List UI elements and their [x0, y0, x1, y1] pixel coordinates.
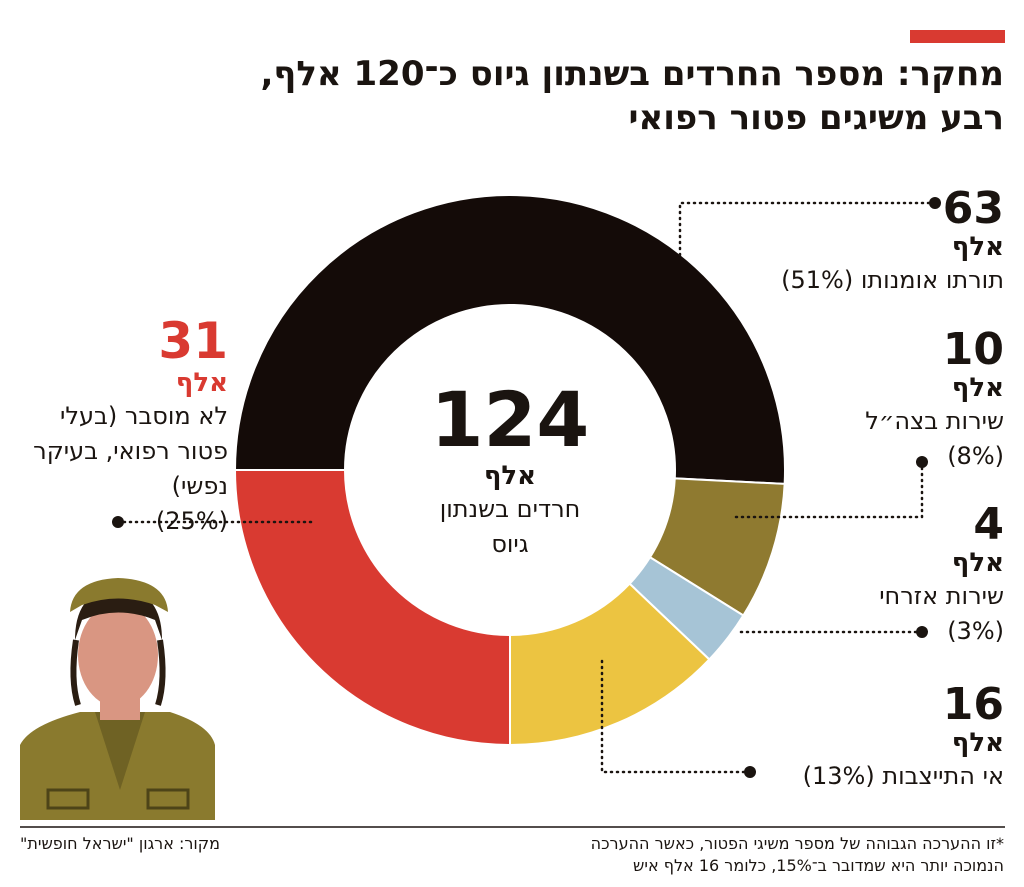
label-block: 4 אלף שירות אזרחי (3%) — [704, 503, 1004, 649]
center-label: 124 אלף חרדים בשנתון גיוס — [380, 380, 640, 562]
category-label: תורתו אומנותו — [860, 266, 1004, 294]
value-label: 10 — [942, 324, 1004, 375]
label-block: 16 אלף אי התייצבות (13%) — [704, 683, 1004, 794]
percent-label: (25%) — [155, 507, 228, 535]
label-block: 63 אלף תורתו אומנותו (51%) — [704, 187, 1004, 298]
unit-label: אלף — [951, 232, 1004, 262]
leader-dot — [916, 626, 928, 638]
footnote: *זו ההערכה הגבוהה של מספר משיגי הפטור, כ… — [591, 833, 1004, 877]
leader-line — [678, 201, 937, 257]
leader-dot — [744, 766, 756, 778]
category-label: אי התייצבות — [882, 762, 1004, 790]
leader-line — [600, 655, 752, 774]
soldier-illustration — [20, 578, 215, 820]
leader-dot — [112, 516, 124, 528]
footnote-line: הנמוכה יותר היא שמדובר ב־15%, כלומר 16 א… — [633, 856, 1004, 875]
unit-label: אלף — [175, 368, 228, 398]
unit-label: אלף — [951, 728, 1004, 758]
value-label: 16 — [942, 679, 1004, 730]
center-unit: אלף — [483, 461, 537, 491]
leaders — [116, 201, 937, 774]
label-block: 31 אלף לא מוסבר (בעלי פטור רפואי, בעיקר … — [18, 315, 228, 539]
title: מחקר: מספר החרדים בשנתון גיוס כ־120 אלף,… — [260, 52, 1004, 140]
value-label: 4 — [973, 499, 1004, 550]
leader-line — [733, 460, 924, 519]
value-label: 31 — [158, 312, 228, 370]
percent-label: (3%) — [947, 617, 1004, 645]
center-total: 124 — [430, 375, 590, 464]
center-text: חרדים בשנתון — [439, 495, 581, 523]
unit-label: אלף — [951, 548, 1004, 578]
unit-label: אלף — [951, 373, 1004, 403]
percent-label: (8%) — [947, 442, 1004, 470]
donut — [233, 194, 786, 747]
label-block: 10 אלף שירות בצה״ל (8%) — [704, 328, 1004, 474]
donut-segment — [233, 194, 786, 485]
accent-bar — [910, 30, 1005, 43]
footnote-line: *זו ההערכה הגבוהה של מספר משיגי הפטור, כ… — [590, 834, 1004, 853]
leader-dot — [929, 197, 941, 209]
donut-segment — [233, 469, 511, 747]
title-line: מחקר: מספר החרדים בשנתון גיוס כ־120 אלף, — [260, 54, 1004, 94]
percent-label: (51%) — [781, 266, 854, 294]
value-label: 63 — [942, 183, 1004, 234]
category-label: לא מוסבר (בעלי פטור רפואי, בעיקר נפשי) — [33, 402, 228, 500]
category-label: שירות אזרחי — [879, 582, 1004, 610]
percent-label: (13%) — [802, 762, 875, 790]
source: מקור: ארגון "ישראל חופשית" — [20, 834, 220, 853]
category-label: שירות בצה״ל — [865, 407, 1004, 435]
leader-dot — [916, 456, 928, 468]
center-text: גיוס — [491, 530, 529, 558]
title-line: רבע משיגים פטור רפואי — [628, 98, 1005, 138]
leader-dots — [112, 197, 941, 778]
